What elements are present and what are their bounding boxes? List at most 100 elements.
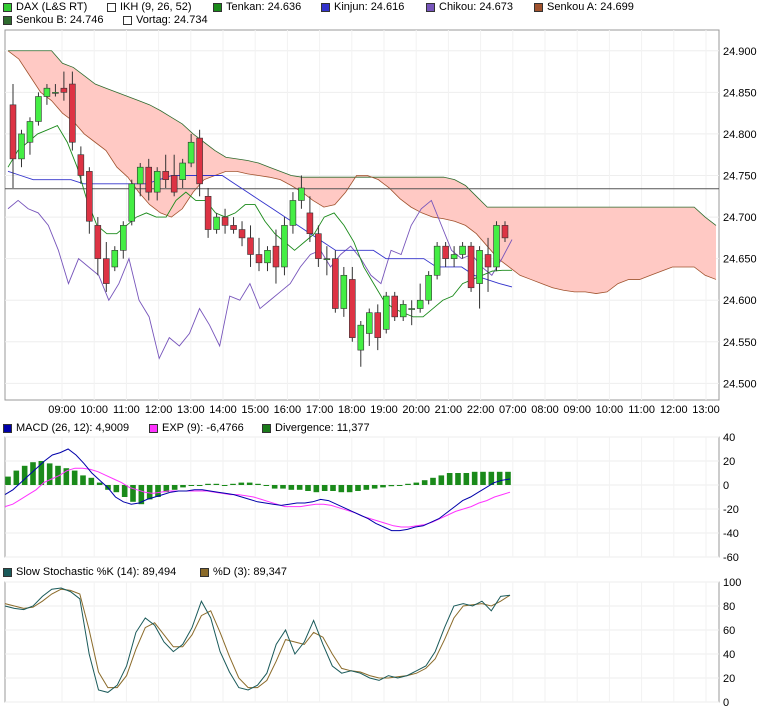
divergence-bar — [280, 485, 286, 489]
divergence-bar — [396, 485, 403, 486]
legend-label: Vortag: 24.734 — [136, 14, 208, 26]
divergence-bar — [155, 485, 161, 497]
divergence-bar — [180, 485, 186, 488]
divergence-bar — [371, 485, 378, 489]
y-tick-label: 24.650 — [723, 254, 757, 266]
divergence-bar — [163, 485, 170, 493]
candle-body — [120, 225, 127, 251]
candle-body — [332, 258, 339, 309]
candle-body — [374, 312, 382, 338]
candle-body — [306, 212, 314, 235]
candle-body — [442, 245, 449, 259]
x-tick-label: 15:00 — [241, 404, 269, 416]
legend-label: Senkou A: 24.699 — [547, 1, 634, 13]
candle-body — [459, 245, 466, 255]
divergence-bar — [505, 471, 511, 485]
y-tick-label: 20 — [723, 673, 735, 685]
divergence-bar — [488, 471, 495, 485]
divergence-bar — [255, 483, 261, 485]
candle-body — [382, 295, 390, 330]
y-tick-label: 100 — [723, 577, 741, 589]
divergence-bar — [455, 473, 461, 485]
y-tick-label: 24.550 — [723, 337, 757, 349]
legend-label: EXP (9): -6,4766 — [162, 422, 244, 434]
legend-swatch — [534, 2, 543, 12]
legend-swatch — [149, 423, 158, 433]
legend-item-exp: EXP (9): -6,4766 — [149, 421, 244, 435]
legend-swatch — [426, 2, 435, 12]
candle-body — [238, 229, 246, 239]
candle-body — [408, 308, 415, 310]
legend-swatch — [3, 15, 12, 25]
divergence-bar — [221, 485, 228, 486]
legend-item-chikou: Chikou: 24.673 — [426, 0, 513, 14]
divergence-bar — [463, 473, 470, 485]
y-tick-label: 40 — [723, 649, 735, 661]
divergence-bar — [63, 468, 70, 485]
divergence-bar — [263, 485, 270, 486]
legend-swatch — [123, 15, 132, 25]
y-tick-label: 24.700 — [723, 212, 757, 224]
divergence-bar — [321, 485, 328, 491]
divergence-bar — [38, 461, 45, 485]
candle-body — [433, 245, 441, 276]
candle-body — [18, 133, 25, 160]
macd-line — [4, 448, 511, 532]
stoch-d-line — [4, 588, 511, 689]
legend-label: Kinjun: 24.616 — [334, 1, 405, 13]
y-tick-label: 0 — [723, 697, 729, 709]
x-tick-label: 13:00 — [177, 404, 205, 416]
candle-body — [476, 250, 483, 284]
candle-body — [450, 254, 458, 259]
divergence-bar — [213, 483, 220, 485]
legend-swatch — [200, 567, 209, 577]
divergence-bar — [313, 485, 320, 493]
x-tick-label: 21:00 — [435, 404, 463, 416]
x-tick-label: 11:00 — [628, 404, 655, 416]
candle-body — [111, 250, 119, 268]
candle-body — [289, 200, 297, 226]
legend-label: MACD (26, 12): 4,9009 — [16, 422, 130, 434]
candle-body — [136, 166, 144, 185]
candle-body — [162, 171, 169, 180]
y-tick-label: 24.500 — [723, 378, 757, 390]
divergence-bar — [30, 462, 36, 485]
y-tick-label: -20 — [723, 504, 739, 516]
divergence-bar — [296, 485, 303, 490]
x-tick-label: 22:00 — [467, 404, 495, 416]
candle-body — [264, 250, 271, 264]
candle-body — [391, 295, 398, 318]
candle-body — [60, 87, 68, 93]
legend-item-tenkan: Tenkan: 24.636 — [213, 0, 301, 14]
divergence-bar — [405, 483, 411, 485]
x-tick-label: 12:00 — [145, 404, 173, 416]
legend-item-vortag: Vortag: 24.734 — [123, 13, 208, 27]
candle-body — [35, 96, 42, 122]
divergence-bar — [363, 485, 370, 490]
candle-body — [77, 154, 85, 176]
x-tick-label: 08:00 — [531, 404, 559, 416]
x-tick-label: 14:00 — [209, 404, 237, 416]
legend-label: Senkou B: 24.746 — [16, 14, 104, 26]
candle-body — [357, 324, 365, 351]
candle-body — [204, 195, 212, 230]
divergence-bar — [230, 483, 236, 485]
divergence-bar — [196, 485, 203, 486]
x-tick-label: 17:00 — [306, 404, 334, 416]
macd-legend: MACD (26, 12): 4,9009 EXP (9): -6,4766 D… — [0, 421, 760, 435]
x-tick-label: 18:00 — [338, 404, 366, 416]
x-tick-label: 19:00 — [370, 404, 398, 416]
candle-body — [213, 216, 220, 230]
legend-label: %D (3): 89,347 — [213, 566, 287, 578]
y-tick-label: -40 — [723, 528, 739, 540]
legend-item-ikh: IKH (9, 26, 52) — [107, 0, 192, 14]
divergence-bar — [446, 473, 453, 485]
candle-body — [230, 225, 237, 230]
divergence-bar — [55, 465, 61, 485]
divergence-bar — [388, 485, 395, 487]
x-tick-label: 09:00 — [563, 404, 591, 416]
legend-swatch — [262, 423, 271, 433]
candle-body — [425, 274, 432, 301]
divergence-bar — [496, 471, 503, 485]
y-tick-label: 24.800 — [723, 129, 757, 141]
